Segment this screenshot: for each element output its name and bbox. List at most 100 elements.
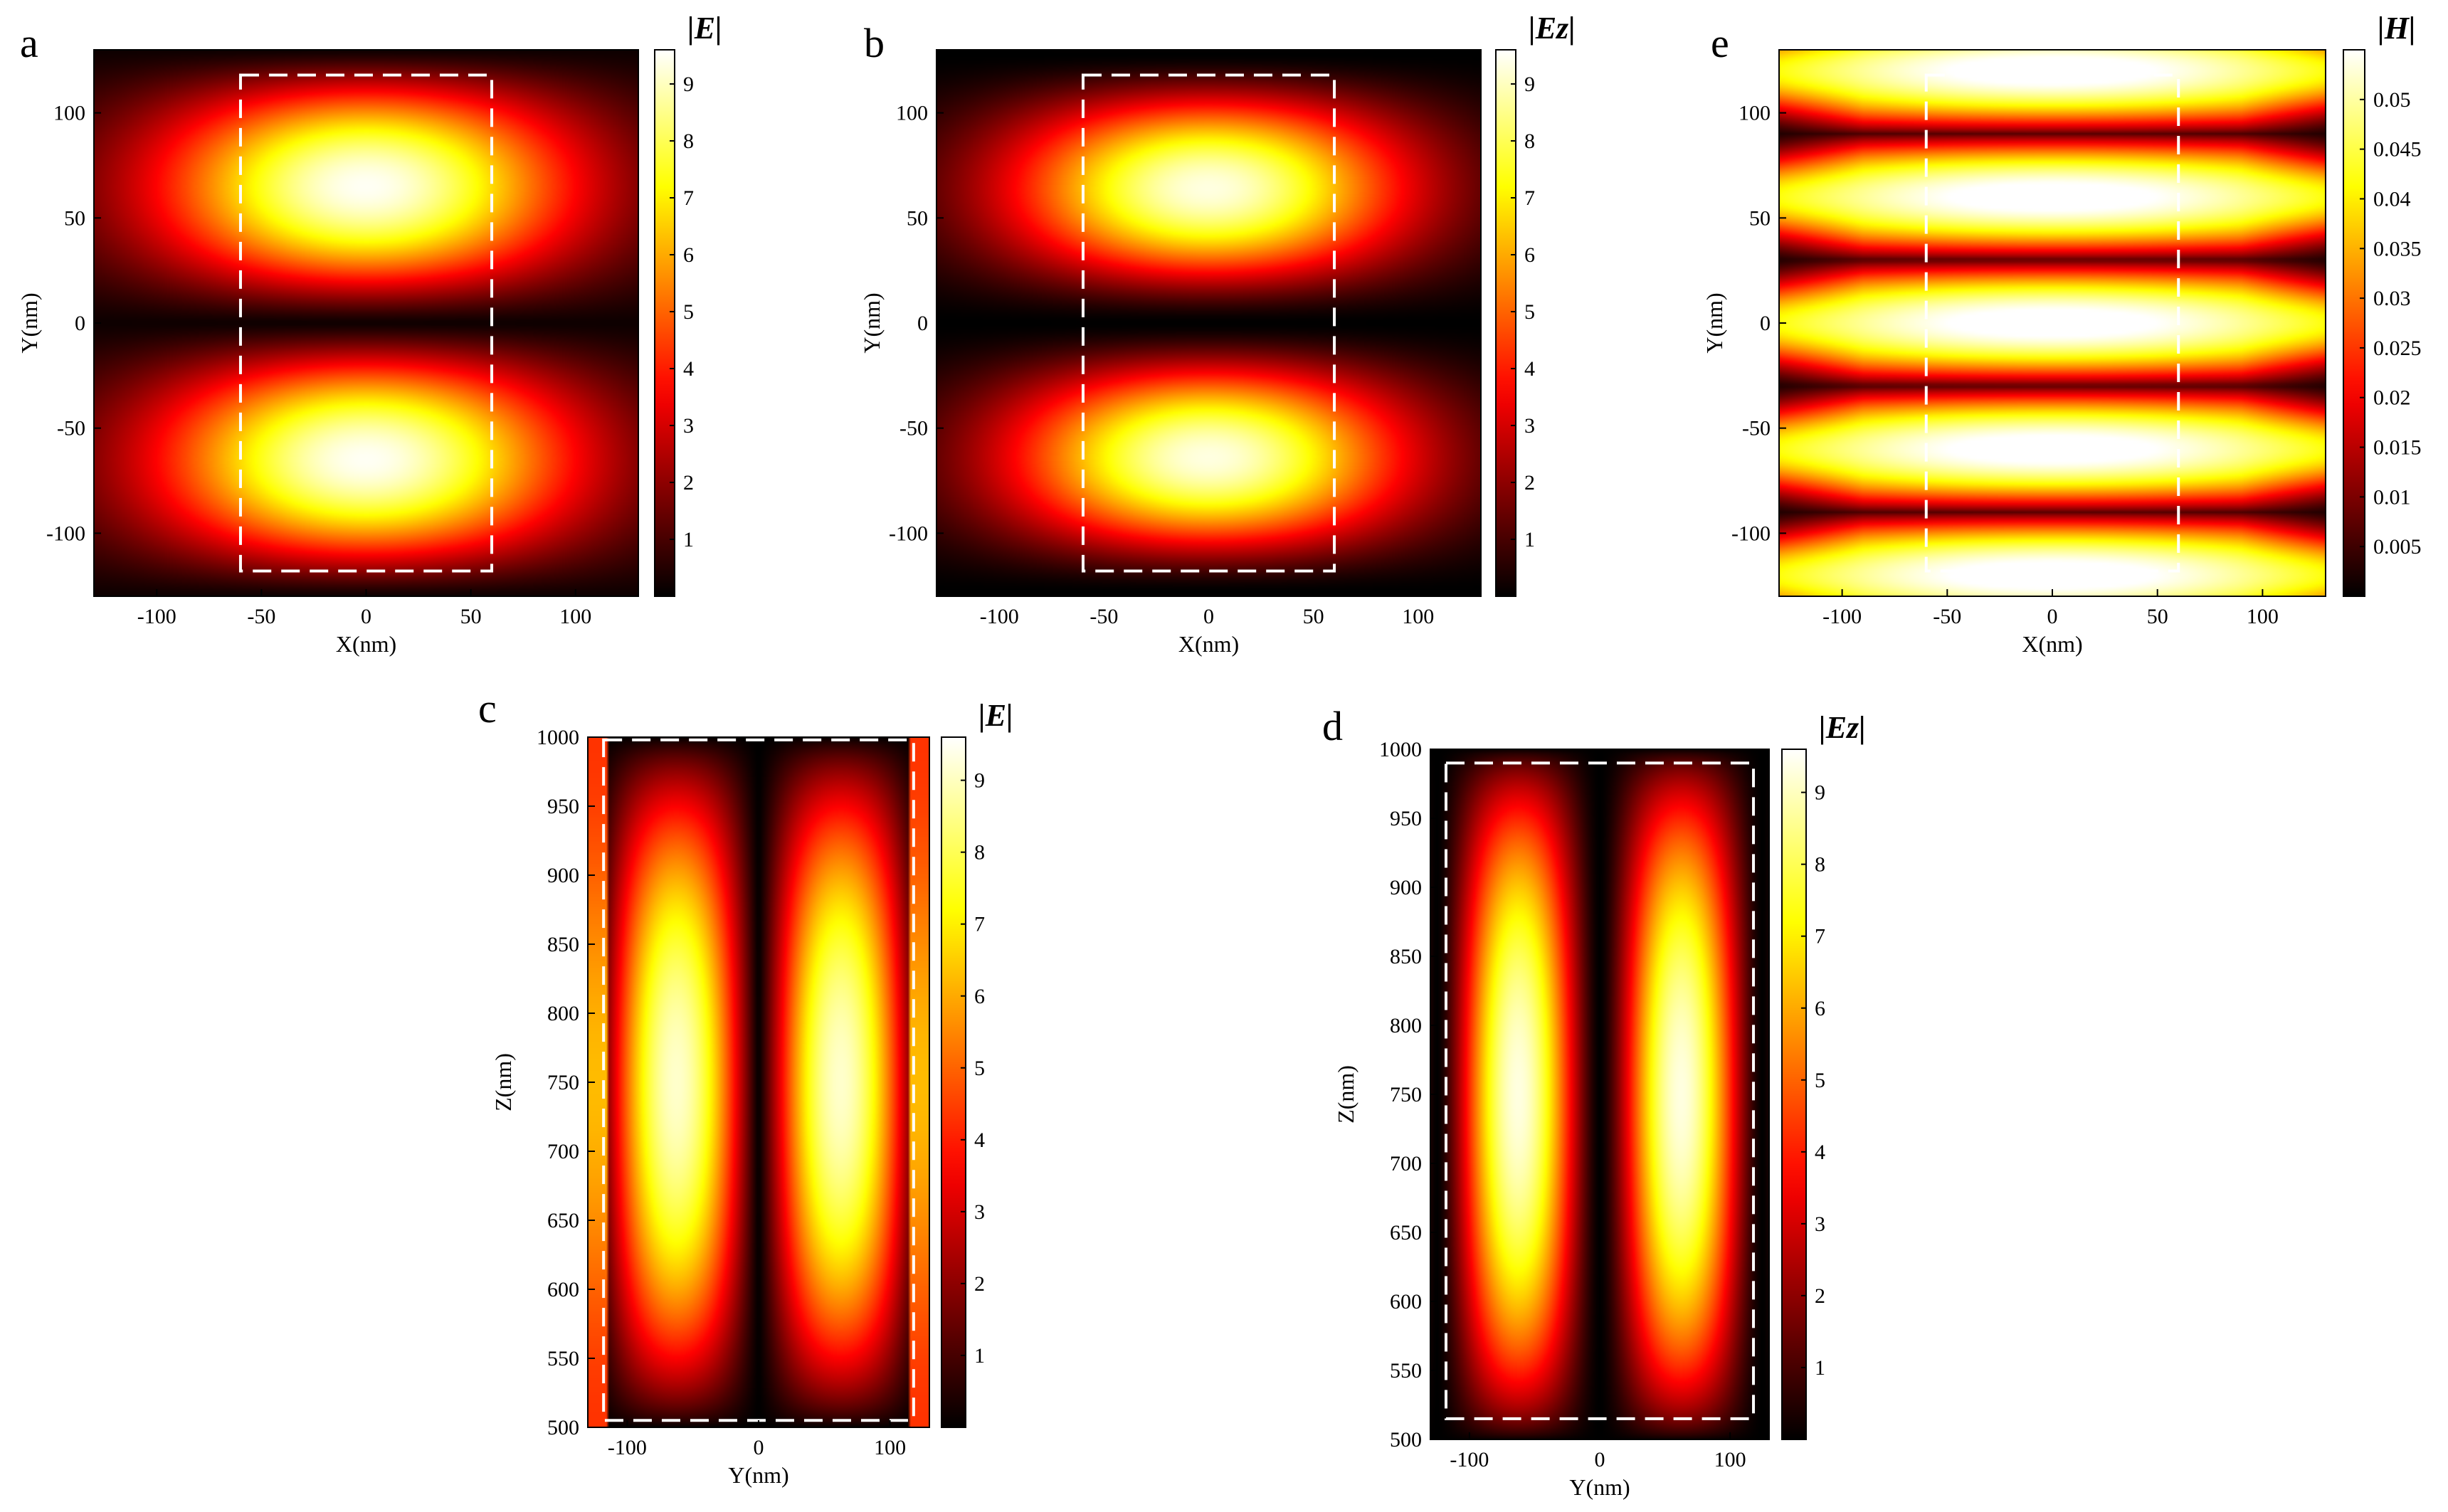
y-tick-label: 700 — [1390, 1152, 1422, 1175]
colorbar-tick-label: 5 — [683, 300, 694, 324]
colorbar-tick-label: 8 — [1524, 129, 1535, 153]
colorbar-b — [1495, 49, 1516, 597]
x-tick-label: 50 — [2147, 605, 2168, 628]
y-tick-label: 900 — [1390, 876, 1422, 899]
x-tick-label: -50 — [247, 605, 275, 628]
colorbar-title: |H| — [2378, 11, 2416, 46]
y-tick-label: 750 — [1390, 1083, 1422, 1106]
colorbar-tick-label: 3 — [683, 414, 694, 438]
y-tick-label: 900 — [547, 864, 579, 887]
x-tick-label: 100 — [1714, 1448, 1746, 1471]
colorbar-tick-label: 3 — [1815, 1212, 1825, 1236]
y-tick-label: -100 — [46, 522, 85, 545]
dashed-outline-e — [1924, 73, 2180, 573]
colorbar-tick-label: 8 — [974, 841, 985, 865]
y-tick-label: -50 — [1742, 417, 1771, 440]
x-tick-label: 50 — [1303, 605, 1324, 628]
x-tick-label: 100 — [1402, 605, 1434, 628]
colorbar-tick-label: 6 — [683, 243, 694, 267]
y-tick-label: 950 — [547, 795, 579, 818]
colorbar-tick-label: 1 — [1524, 528, 1535, 551]
heatmap-b — [937, 50, 1481, 596]
y-tick-label: 50 — [64, 206, 85, 230]
colorbar-tick-label: 3 — [1524, 414, 1535, 438]
colorbar-tick-label: 0.05 — [2373, 88, 2411, 112]
panel-letter: d — [1322, 703, 1343, 749]
colorbar-c — [941, 736, 966, 1428]
colorbar-tick-label: 0.015 — [2373, 436, 2422, 460]
y-tick-label: 750 — [547, 1071, 579, 1094]
y-tick-label: 850 — [547, 933, 579, 956]
colorbar-tick-label: 9 — [683, 73, 694, 96]
x-tick-label: 50 — [460, 605, 482, 628]
colorbar-tick-label: 4 — [1815, 1141, 1825, 1164]
x-tick-label: 0 — [1595, 1448, 1605, 1471]
y-tick-label: 1000 — [1379, 738, 1422, 761]
x-tick-label: 100 — [874, 1436, 906, 1459]
x-tick-label: -100 — [1450, 1448, 1489, 1471]
colorbar-tick-label: 9 — [1815, 781, 1825, 805]
y-tick-label: 800 — [547, 1002, 579, 1025]
colorbar-tick-label: 0.045 — [2373, 138, 2422, 162]
colorbar-tick-label: 4 — [1524, 357, 1535, 381]
colorbar-tick-label: 5 — [974, 1057, 985, 1080]
colorbar-tick-label: 7 — [683, 186, 694, 210]
y-axis-label: Y(nm) — [1702, 292, 1727, 353]
x-tick-label: 0 — [2047, 605, 2058, 628]
x-tick-label: -100 — [137, 605, 176, 628]
panel-b: -100 -50 0 50 100 -100 -50 0 50 100 X(nm) Y(nm) 1 2 3 4… — [859, 11, 1576, 657]
y-tick-label: 500 — [1390, 1428, 1422, 1452]
colorbar-tick-label: 1 — [1815, 1356, 1825, 1380]
colorbar-tick-label: 6 — [974, 985, 985, 1008]
colorbar-tick-label: 0.01 — [2373, 485, 2411, 509]
x-tick-label: 100 — [559, 605, 591, 628]
heatmap-e — [1779, 50, 2326, 596]
x-tick-label: -50 — [1933, 605, 1961, 628]
dashed-outline-d — [1444, 761, 1756, 1420]
y-tick-label: 550 — [547, 1347, 579, 1370]
x-tick-label: 0 — [754, 1436, 764, 1459]
y-axis-label: Z(nm) — [490, 1053, 516, 1111]
colorbar-tick-label: 9 — [1524, 73, 1535, 96]
x-axis-label: X(nm) — [336, 631, 396, 657]
y-tick-label: -100 — [889, 522, 928, 545]
y-axis-label: Z(nm) — [1333, 1065, 1358, 1124]
colorbar-tick-label: 2 — [1524, 471, 1535, 495]
colorbar-tick-label: 1 — [974, 1344, 985, 1368]
y-tick-label: 100 — [53, 102, 85, 125]
colorbar-title: |Ez| — [1529, 11, 1576, 46]
panel-c: -100 0 100 500 550 600 650 700 750 800 850 900 950 10… — [478, 685, 1013, 1488]
y-tick-label: 650 — [547, 1209, 579, 1232]
colorbar-tick-label: 7 — [1524, 186, 1535, 210]
colorbar-tick-label: 0.005 — [2373, 535, 2422, 559]
y-tick-label: 1000 — [537, 726, 579, 749]
colorbar-tick-label: 2 — [1815, 1284, 1825, 1308]
colorbar-title: |E| — [978, 698, 1013, 733]
colorbar-tick-label: 3 — [974, 1200, 985, 1224]
y-tick-label: 50 — [1749, 206, 1771, 230]
dashed-outline-a — [238, 73, 494, 573]
y-tick-label: 650 — [1390, 1221, 1422, 1244]
colorbar-d — [1781, 749, 1807, 1440]
y-tick-label: 100 — [1739, 102, 1771, 125]
colorbar-tick-label: 5 — [1524, 300, 1535, 324]
y-tick-label: -100 — [1731, 522, 1771, 545]
x-tick-label: -100 — [980, 605, 1019, 628]
dashed-outline-b — [1081, 73, 1336, 573]
y-tick-label: -50 — [57, 417, 85, 440]
colorbar-tick-label: 4 — [683, 357, 694, 381]
colorbar-tick-label: 1 — [683, 528, 694, 551]
panel-letter: c — [478, 685, 497, 731]
colorbar-tick-label: 6 — [1524, 243, 1535, 267]
y-tick-label: -50 — [899, 417, 928, 440]
colorbar-tick-label: 8 — [683, 129, 694, 153]
colorbar-tick-label: 4 — [974, 1128, 985, 1152]
colorbar-tick-label: 5 — [1815, 1069, 1825, 1092]
x-tick-label: 0 — [1203, 605, 1214, 628]
colorbar-tick-label: 8 — [1815, 853, 1825, 877]
colorbar-tick-label: 0.035 — [2373, 237, 2422, 260]
panel-a: -100 -50 0 50 100 -100 -50 0 50 100 X(nm) Y(nm) 1 2 3 4… — [16, 11, 722, 657]
heatmap-d — [1430, 749, 1769, 1439]
colorbar-tick-label: 2 — [974, 1272, 985, 1296]
y-tick-label: 550 — [1390, 1359, 1422, 1383]
